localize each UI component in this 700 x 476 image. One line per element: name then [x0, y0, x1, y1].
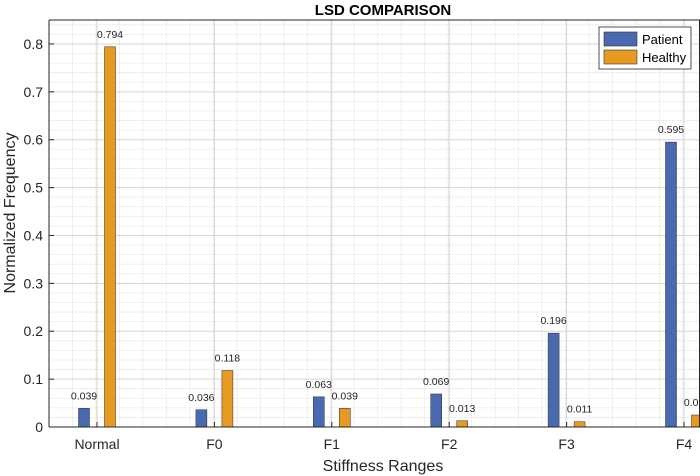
x-tick-label-f3: F3 [558, 436, 575, 452]
data-label-patient-f1: 0.063 [306, 379, 332, 391]
data-label-healthy-f3: 0.011 [567, 404, 593, 416]
bar-patient-f0 [195, 409, 208, 428]
data-label-healthy-f0: 0.118 [215, 352, 241, 364]
bar-healthy-f2 [456, 420, 468, 428]
y-tick-label: 0.7 [24, 84, 44, 100]
data-label-healthy-normal: 0.794 [97, 29, 123, 41]
bar-healthy-f4 [691, 414, 700, 428]
x-tick-label-f0: F0 [206, 436, 223, 452]
y-tick-labels: 0 0.1 0.2 0.3 0.4 0.5 0.6 0.7 0.8 [24, 36, 44, 435]
legend: Patient Healthy [598, 26, 692, 70]
bar-healthy-normal [104, 46, 116, 428]
major-grid [49, 20, 700, 428]
y-tick-label: 0.3 [24, 275, 44, 291]
legend-swatch-healthy [603, 49, 638, 65]
data-label-patient-f3: 0.196 [540, 315, 566, 327]
bar-healthy-f3 [573, 421, 586, 428]
bar-healthy-f1 [339, 408, 351, 428]
bar-patient-f2 [430, 393, 442, 428]
legend-swatch-patient [603, 31, 638, 47]
x-axis-label: Stiffness Ranges [323, 458, 444, 475]
x-tick-label-f1: F1 [324, 436, 341, 452]
bar-series [78, 46, 700, 428]
data-label-healthy-f2: 0.013 [449, 403, 475, 415]
bar-healthy-f0 [221, 370, 234, 428]
x-tick-label-f2: F2 [441, 436, 458, 452]
x-tick-label-f4: F4 [676, 436, 693, 452]
y-tick-label: 0.4 [24, 227, 44, 243]
data-label-healthy-f4: 0.025 [684, 397, 700, 409]
y-axis-label: Normalized Frequency [2, 133, 19, 294]
bar-patient-normal [78, 408, 90, 428]
data-labels: 0.039 0.036 0.063 0.069 0.196 0.595 0.794 0.118… [71, 29, 700, 416]
data-label-healthy-f1: 0.039 [332, 390, 358, 402]
data-label-patient-f4: 0.595 [658, 124, 684, 136]
y-tick-label: 0.1 [24, 371, 44, 387]
x-tick-label-normal: Normal [74, 436, 119, 452]
y-tick-label: 0.2 [24, 323, 44, 339]
data-label-patient-f0: 0.036 [188, 392, 214, 404]
legend-label-patient: Patient [642, 32, 683, 47]
chart-title: LSD COMPARISON [315, 2, 451, 19]
bar-patient-f4 [665, 141, 677, 428]
y-tick-label: 0.8 [24, 36, 44, 52]
legend-label-healthy: Healthy [642, 50, 687, 65]
data-label-patient-normal: 0.039 [71, 390, 97, 402]
x-tick-labels: Normal F0 F1 F2 F3 F4 [74, 436, 692, 452]
y-tick-label: 0.6 [24, 132, 44, 148]
bar-patient-f1 [313, 396, 325, 428]
y-tick-label: 0 [35, 419, 43, 435]
data-label-patient-f2: 0.069 [423, 376, 449, 388]
y-tick-label: 0.5 [24, 180, 44, 196]
bar-patient-f3 [547, 332, 560, 428]
